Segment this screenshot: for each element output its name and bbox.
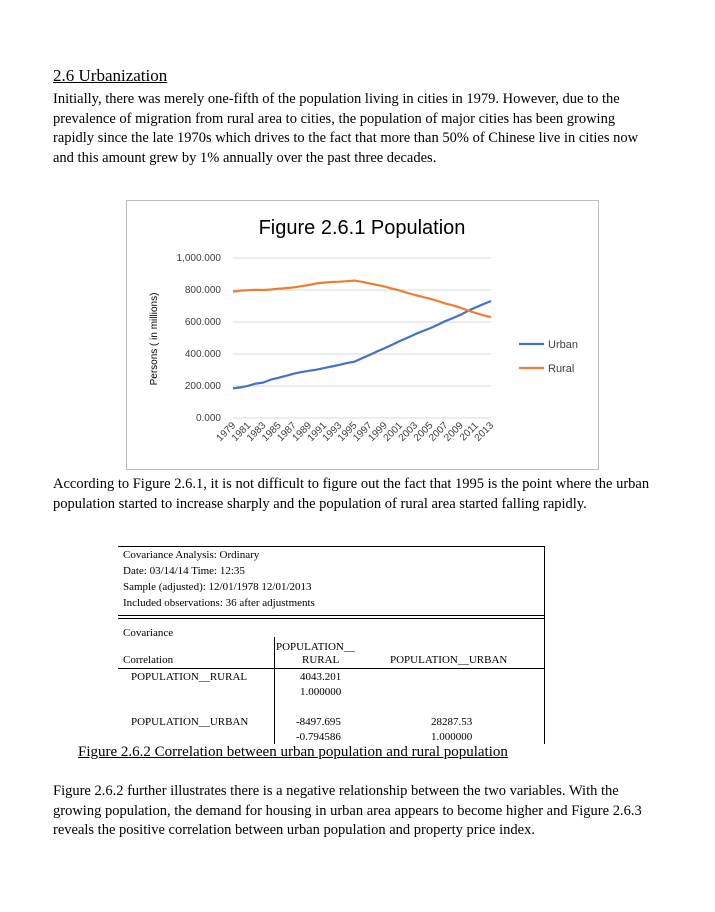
chart-title: Figure 2.6.1 Population bbox=[259, 217, 466, 239]
table-rule bbox=[118, 668, 544, 669]
population-chart: Figure 2.6.1 Population Persons ( in mil… bbox=[126, 200, 599, 470]
cov-info-line: Date: 03/14/14 Time: 12:35 bbox=[123, 565, 245, 577]
cov-info-line: Covariance Analysis: Ordinary bbox=[123, 549, 260, 561]
legend-label-rural: Rural bbox=[548, 363, 574, 375]
row-header-correlation: Correlation bbox=[123, 654, 174, 666]
cov-info-line: Included observations: 36 after adjustme… bbox=[123, 597, 315, 609]
row-header-covariance: Covariance bbox=[123, 627, 174, 639]
conclusion-paragraph: Figure 2.6.2 further illustrates there i… bbox=[53, 783, 642, 838]
series-line-rural bbox=[232, 279, 492, 319]
analysis-paragraph: According to Figure 2.6.1, it is not dif… bbox=[53, 476, 650, 512]
table-vertical-rule bbox=[274, 637, 275, 744]
corr-rural-rural: 1.000000 bbox=[300, 686, 342, 698]
y-tick-label: 600.000 bbox=[185, 317, 222, 328]
table-rule bbox=[118, 618, 544, 619]
series-line-urban bbox=[232, 299, 492, 390]
col-header-rural: POPULATION__ bbox=[276, 641, 355, 653]
population-chart-svg: Figure 2.6.1 Population Persons ( in mil… bbox=[149, 217, 578, 444]
col-header-rural-2: RURAL bbox=[302, 654, 340, 666]
row-label-rural: POPULATION__RURAL bbox=[131, 671, 248, 683]
cov-urban-rural: -8497.695 bbox=[296, 716, 341, 728]
col-header-urban: POPULATION__URBAN bbox=[390, 654, 508, 666]
y-tick-label: 200.000 bbox=[185, 381, 222, 392]
covariance-table: Covariance Analysis: Ordinary Date: 03/1… bbox=[118, 546, 545, 744]
cov-info-line: Sample (adjusted): 12/01/1978 12/01/2013 bbox=[123, 581, 312, 593]
intro-paragraph: Initially, there was merely one-fifth of… bbox=[53, 91, 639, 166]
corr-urban-urban: 1.000000 bbox=[431, 731, 473, 743]
y-tick-label: 1,000.000 bbox=[177, 253, 222, 264]
cov-rural-rural: 4043.201 bbox=[300, 671, 342, 683]
y-tick-label: 800.000 bbox=[185, 285, 222, 296]
legend-label-urban: Urban bbox=[548, 339, 578, 351]
corr-urban-rural: -0.794586 bbox=[296, 731, 341, 743]
section-heading: 2.6 Urbanization bbox=[53, 66, 168, 85]
y-tick-label: 0.000 bbox=[196, 413, 221, 424]
table-rule bbox=[118, 615, 544, 616]
chart-y-axis-label: Persons ( in millions) bbox=[149, 293, 160, 386]
figure-caption: Figure 2.6.2 Correlation between urban p… bbox=[78, 744, 508, 760]
y-tick-label: 400.000 bbox=[185, 349, 222, 360]
cov-urban-urban: 28287.53 bbox=[431, 716, 473, 728]
row-label-urban: POPULATION__URBAN bbox=[131, 716, 249, 728]
